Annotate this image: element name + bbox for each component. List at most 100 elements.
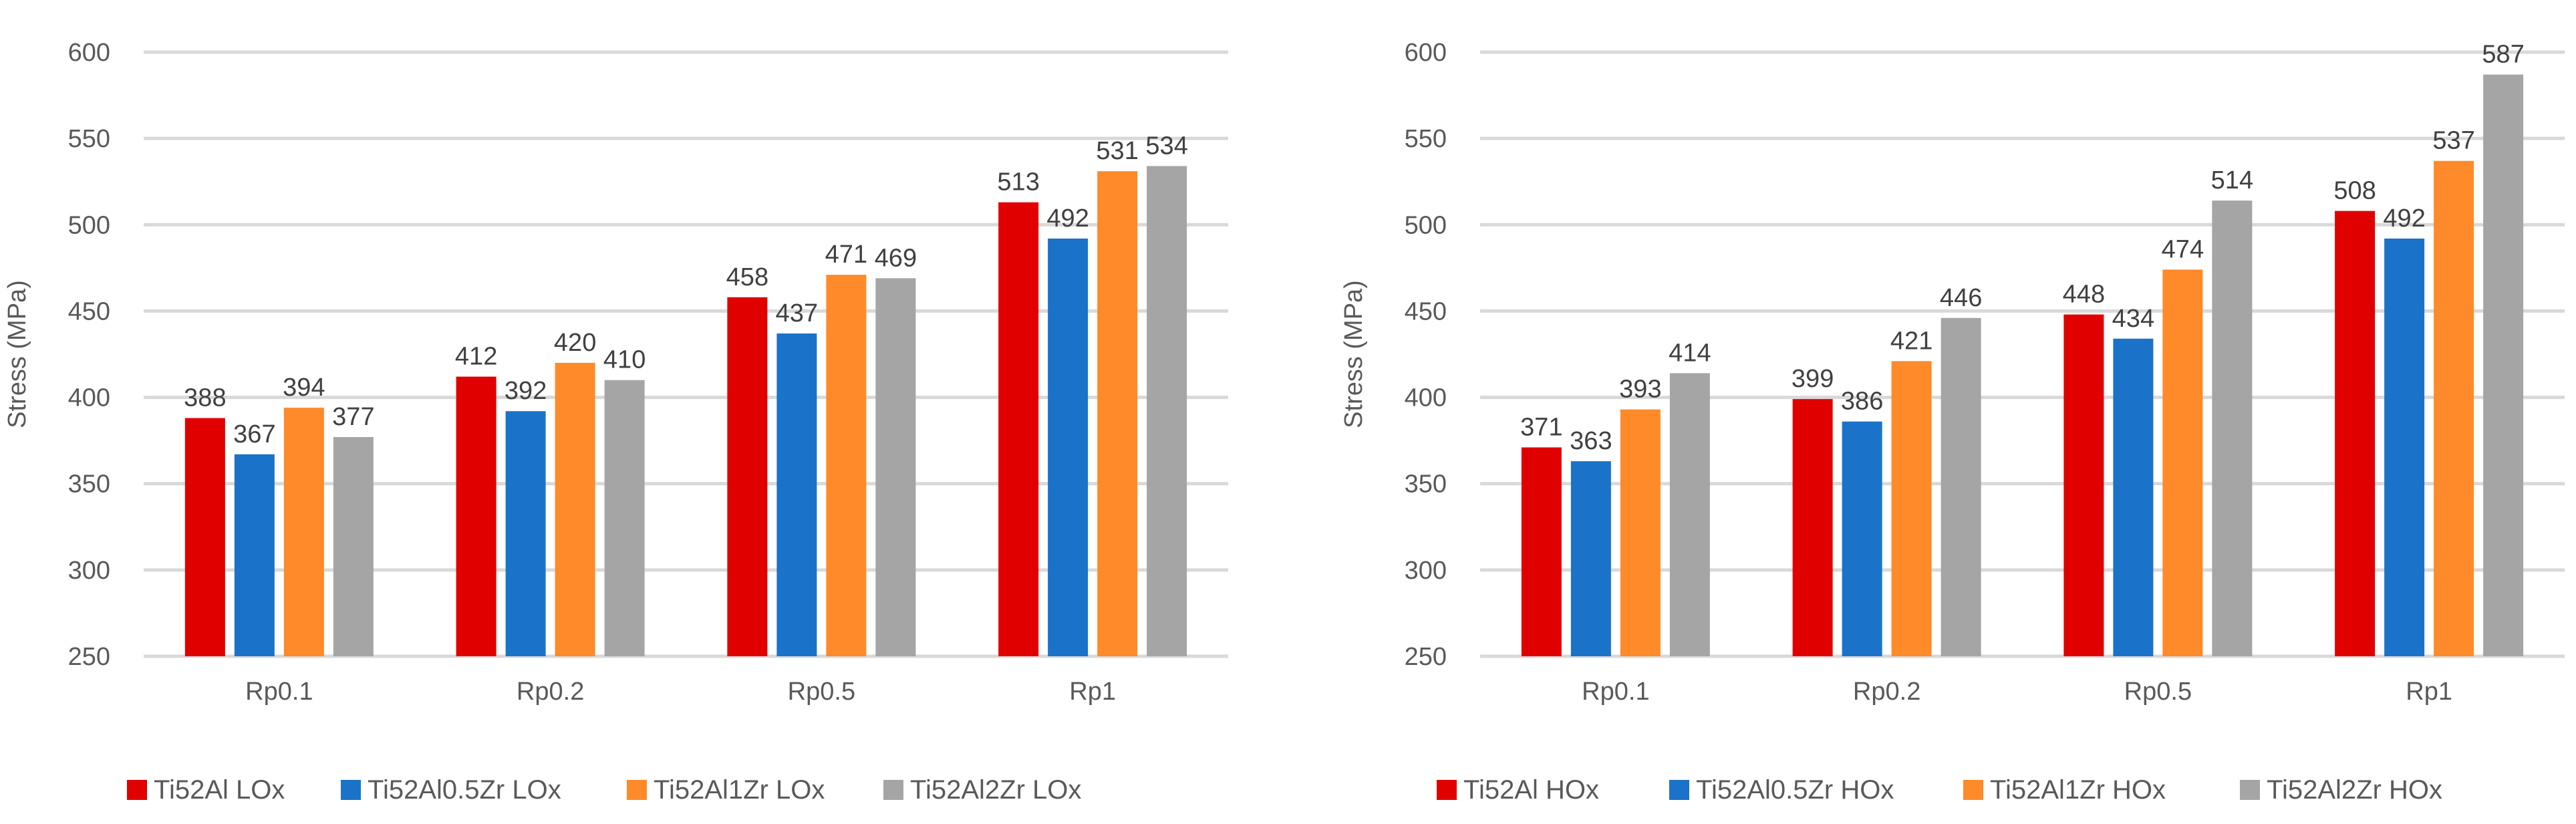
x-tick-label: Rp0.2 bbox=[517, 678, 584, 706]
data-label: 367 bbox=[233, 420, 275, 448]
bar-rp0-2-series-1 bbox=[1792, 399, 1833, 656]
bar-rp0-5-series-2 bbox=[776, 333, 817, 656]
data-label: 377 bbox=[332, 403, 374, 431]
bar-rp0-1-series-3 bbox=[283, 408, 324, 656]
chart-right-hox: 250 300 350 400 450 500 550 600 Stress (MPa) 371 3… bbox=[1340, 39, 2565, 805]
data-label: 434 bbox=[2112, 305, 2154, 333]
y-tick-label: 550 bbox=[68, 125, 110, 153]
data-label: 492 bbox=[1046, 204, 1089, 233]
data-label: 448 bbox=[2063, 281, 2105, 309]
data-label: 471 bbox=[825, 241, 867, 269]
x-tick-label: Rp1 bbox=[2406, 678, 2452, 706]
y-tick-label: 350 bbox=[1405, 470, 1447, 499]
data-label: 394 bbox=[283, 374, 325, 402]
y-tick-label: 600 bbox=[1405, 39, 1447, 67]
x-tick-label: Rp0.5 bbox=[2124, 678, 2192, 706]
y-tick-label: 450 bbox=[1405, 297, 1447, 325]
data-label: 458 bbox=[726, 263, 768, 291]
bar-rp0-1-series-2 bbox=[1570, 461, 1611, 656]
y-tick-label: 500 bbox=[1405, 211, 1447, 239]
data-label: 386 bbox=[1841, 388, 1883, 416]
bar-rp0-1-series-4 bbox=[1669, 373, 1710, 656]
bar-rp1-series-4 bbox=[2483, 74, 2524, 656]
data-label: 492 bbox=[2383, 204, 2425, 233]
legend-swatch bbox=[1963, 780, 1983, 800]
legend-label: Ti52Al HOx bbox=[1463, 775, 1599, 805]
legend-swatch bbox=[883, 780, 903, 800]
bar-rp0-5-series-1 bbox=[2063, 314, 2104, 656]
bar-rp1-series-2 bbox=[1048, 238, 1089, 656]
data-label: 412 bbox=[455, 343, 497, 371]
legend-label: Ti52Al2Zr HOx bbox=[2267, 775, 2442, 805]
bar-rp1-series-2 bbox=[2384, 238, 2425, 656]
legend-swatch bbox=[127, 780, 147, 800]
y-tick-label: 500 bbox=[68, 211, 110, 239]
bar-rp0-1-series-2 bbox=[234, 454, 275, 656]
legend-label: Ti52Al2Zr LOx bbox=[910, 775, 1081, 805]
x-tick-label: Rp0.1 bbox=[1582, 678, 1649, 706]
legend-label: Ti52Al1Zr HOx bbox=[1990, 775, 2166, 805]
data-label: 587 bbox=[2482, 41, 2524, 69]
y-tick-label: 550 bbox=[1405, 125, 1447, 153]
legend-swatch bbox=[1669, 780, 1689, 800]
legend-label: Ti52Al LOx bbox=[154, 775, 285, 805]
data-label: 421 bbox=[1890, 327, 1933, 355]
bar-rp1-series-1 bbox=[998, 202, 1039, 656]
data-label: 446 bbox=[1940, 284, 1982, 312]
data-label: 514 bbox=[2211, 166, 2253, 194]
bar-rp0-2-series-3 bbox=[1891, 361, 1932, 656]
bar-rp0-2-series-2 bbox=[1842, 421, 1882, 656]
data-label: 537 bbox=[2432, 127, 2474, 155]
data-label: 392 bbox=[505, 377, 547, 405]
data-label: 410 bbox=[603, 346, 646, 374]
legend-label: Ti52Al0.5Zr HOx bbox=[1696, 775, 1894, 805]
data-label: 469 bbox=[875, 244, 917, 272]
data-label: 531 bbox=[1096, 137, 1138, 165]
bar-rp0-1-series-1 bbox=[184, 418, 225, 656]
y-tick-label: 250 bbox=[68, 643, 110, 671]
data-label: 363 bbox=[1570, 427, 1612, 455]
bar-rp0-2-series-1 bbox=[456, 376, 496, 656]
data-label: 388 bbox=[184, 384, 226, 412]
bar-rp0-2-series-2 bbox=[505, 411, 546, 656]
y-tick-label: 450 bbox=[68, 297, 110, 325]
y-tick-label: 250 bbox=[1405, 643, 1447, 671]
data-label: 513 bbox=[997, 168, 1039, 196]
y-tick-label: 400 bbox=[68, 384, 110, 412]
data-label: 399 bbox=[1792, 365, 1834, 393]
x-tick-label: Rp0.5 bbox=[788, 678, 855, 706]
bar-rp0-5-series-2 bbox=[2113, 338, 2154, 656]
legend-swatch bbox=[627, 780, 647, 800]
bar-rp1-series-1 bbox=[2335, 211, 2376, 656]
bar-rp0-2-series-4 bbox=[604, 380, 645, 656]
x-tick-label: Rp0.1 bbox=[245, 678, 313, 706]
bar-rp1-series-4 bbox=[1147, 166, 1187, 656]
y-tick-label: 300 bbox=[1405, 557, 1447, 585]
data-label: 420 bbox=[554, 329, 596, 357]
bar-rp0-5-series-4 bbox=[2212, 200, 2253, 656]
bar-rp0-2-series-3 bbox=[555, 362, 595, 656]
data-label: 508 bbox=[2333, 177, 2376, 205]
y-tick-label: 400 bbox=[1405, 384, 1447, 412]
x-tick-label: Rp1 bbox=[1069, 678, 1116, 706]
data-label: 393 bbox=[1619, 376, 1661, 404]
bar-rp0-1-series-3 bbox=[1620, 409, 1661, 656]
x-tick-label: Rp0.2 bbox=[1853, 678, 1920, 706]
data-label: 414 bbox=[1669, 339, 1711, 367]
data-label: 534 bbox=[1145, 132, 1187, 160]
data-label: 474 bbox=[2162, 235, 2204, 263]
bar-rp0-5-series-4 bbox=[875, 278, 916, 657]
y-tick-label: 600 bbox=[68, 39, 110, 67]
legend-swatch bbox=[2240, 780, 2260, 800]
legend-swatch bbox=[341, 780, 361, 800]
bar-rp0-5-series-3 bbox=[826, 275, 867, 656]
y-tick-label: 300 bbox=[68, 557, 110, 585]
bar-rp1-series-3 bbox=[2434, 160, 2474, 657]
bar-rp0-5-series-1 bbox=[727, 297, 768, 656]
bar-rp0-5-series-3 bbox=[2162, 269, 2203, 656]
y-tick-label: 350 bbox=[68, 470, 110, 499]
bar-rp0-2-series-4 bbox=[1941, 317, 1981, 656]
y-axis-title: Stress (MPa) bbox=[1340, 280, 1368, 428]
